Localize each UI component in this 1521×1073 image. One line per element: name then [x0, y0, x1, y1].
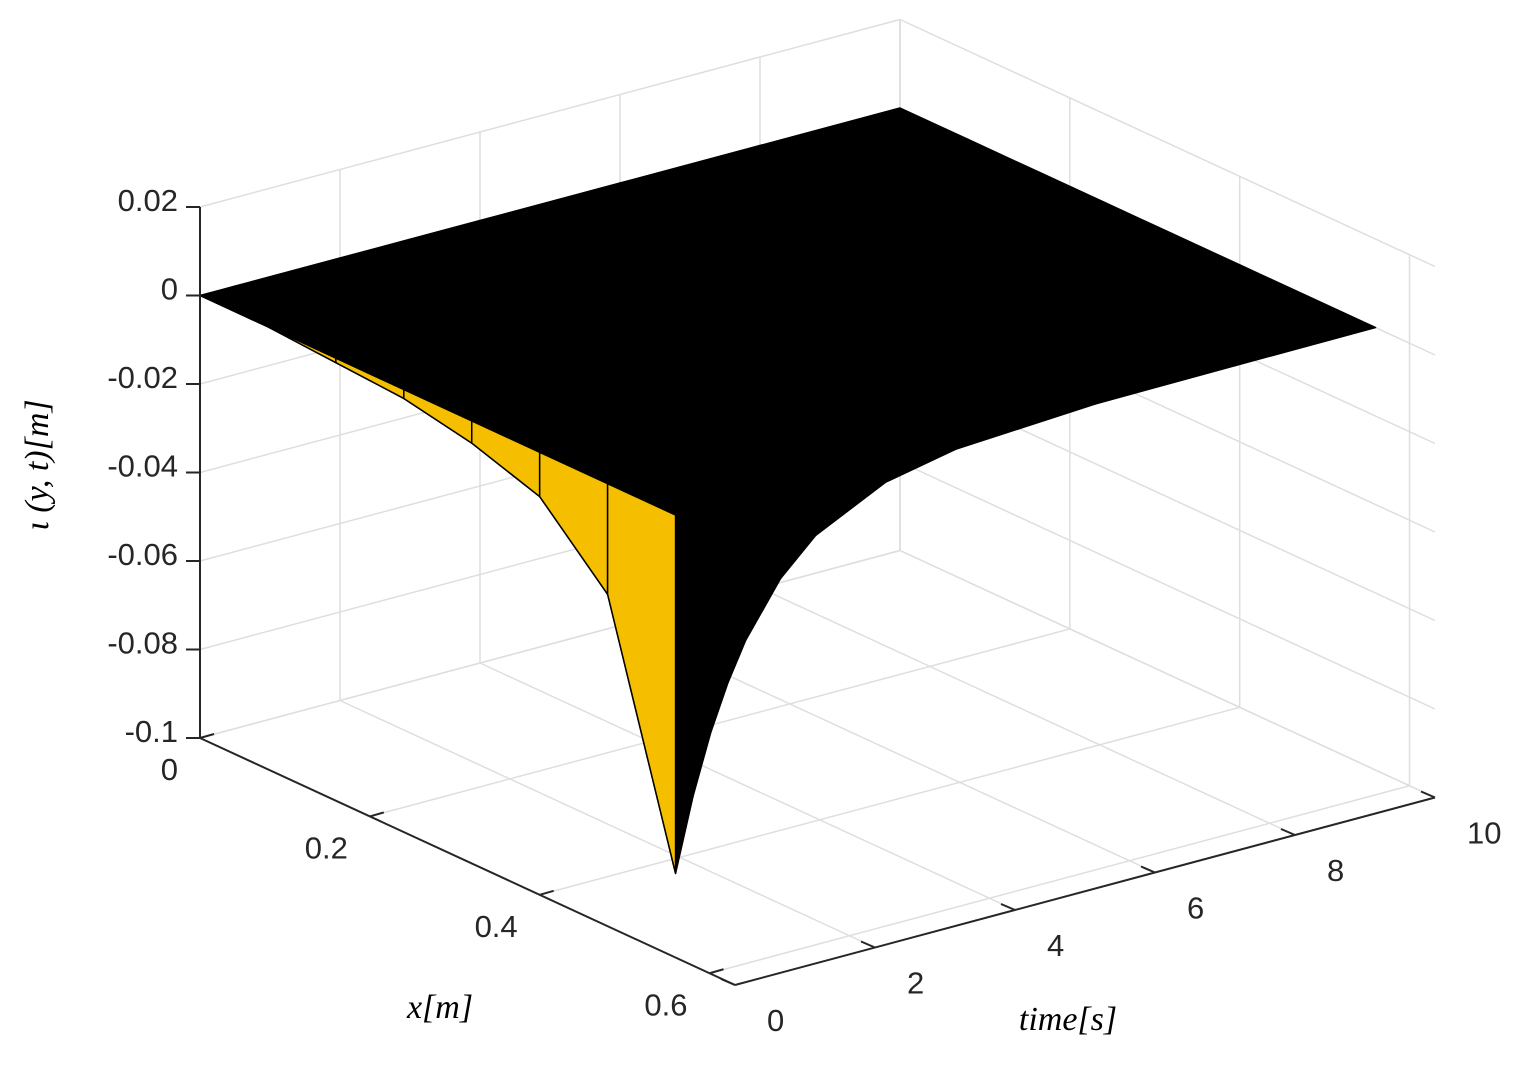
x-tick: [369, 811, 385, 818]
x-tick-label: 10: [1467, 816, 1501, 851]
t-tick: [1280, 828, 1296, 836]
z-tick-label: -0.02: [107, 360, 178, 395]
x-axis-label: x[m]: [406, 989, 473, 1026]
z-tick-label: 0: [161, 272, 178, 307]
x-tick-label: 0: [767, 1003, 784, 1038]
grid-line: [899, 18, 1436, 268]
z-tick-label: -0.08: [107, 626, 178, 661]
grid-line: [199, 18, 901, 208]
x-tick-label: 6: [1187, 891, 1204, 926]
x-tick-label: 0.4: [475, 909, 518, 944]
grid-line: [899, 461, 1436, 710]
t-tick: [720, 978, 736, 986]
grid-line: [899, 549, 1436, 799]
t-axis-label: time[s]: [1019, 1001, 1117, 1038]
x-tick: [709, 968, 724, 975]
z-tick-label: -0.06: [107, 537, 178, 572]
grid-line: [759, 587, 1296, 836]
z-tick-label: -0.04: [107, 449, 178, 484]
x-tick-label: 8: [1327, 853, 1344, 888]
x-tick: [539, 889, 554, 896]
grid-line: [539, 706, 1240, 896]
x-tick-label: 0.2: [305, 831, 348, 866]
x-tick-label: 0: [161, 752, 178, 787]
grid-line: [369, 628, 1071, 818]
plot-area: -0.1 -0.08 -0.06 -0.04 -0.02 0 0.02 0 0.2 0.4 0.6 0…: [107, 18, 1501, 1038]
grid-line: [199, 549, 901, 739]
x-tick: [199, 733, 215, 739]
grid-line: [479, 662, 1016, 911]
t-tick: [1000, 903, 1016, 911]
x-tick-label: 0.6: [644, 987, 687, 1022]
x-tick-label: 4: [1047, 928, 1064, 963]
side-face: [606, 482, 677, 874]
grid-line: [709, 785, 1410, 974]
t-axis: [734, 796, 1436, 986]
grid-line: [339, 699, 876, 949]
t-tick: [1420, 790, 1436, 799]
z-tick-label: -0.1: [125, 714, 178, 749]
t-tick: [1140, 865, 1156, 874]
t-tick: [860, 940, 876, 949]
z-tick-label: 0.02: [118, 183, 178, 218]
x-tick-label: 2: [907, 966, 924, 1001]
x-axis: [199, 737, 736, 986]
z-axis-label: ι (y, t)[m]: [19, 399, 56, 530]
